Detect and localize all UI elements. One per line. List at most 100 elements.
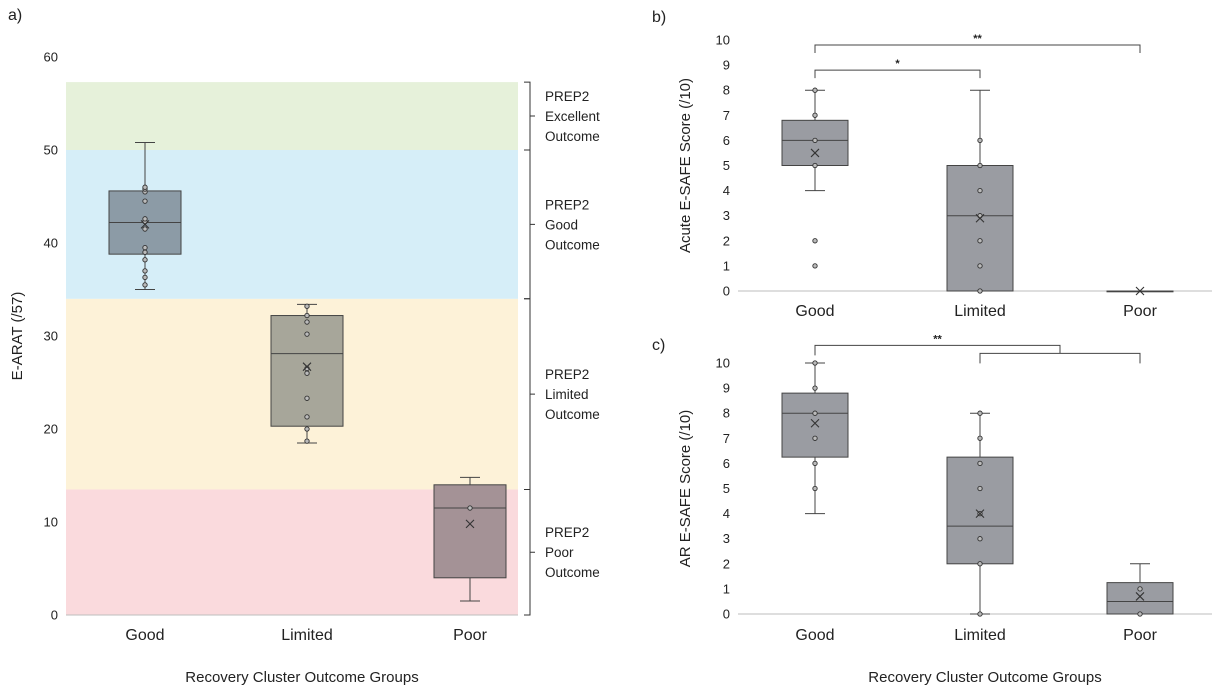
data-point [812,263,818,269]
x-category-label: Good [795,627,834,644]
y-tick-label: 7 [723,108,730,123]
x-axis-title: Recovery Cluster Outcome Groups [185,669,418,686]
y-tick-label: 1 [723,581,730,596]
mean-marker [1135,286,1145,296]
box-poor [1106,563,1174,617]
y-tick-label: 10 [716,33,730,48]
mean-marker [1135,592,1145,601]
box-limited [270,303,344,444]
zone-bracket [524,488,535,616]
y-tick-label: 4 [723,506,730,521]
y-tick-label: 2 [723,233,730,248]
data-point [304,303,310,309]
mean-marker [810,148,820,158]
y-axis-title: AR E-SAFE Score (/10) [677,410,694,568]
data-point [142,282,148,288]
box-limited [946,410,1014,617]
data-point [977,485,983,492]
y-tick-label: 6 [723,133,730,148]
data-point [812,435,818,441]
zone-label: Outcome [545,565,600,580]
y-tick-label: 0 [723,607,730,622]
y-tick-label: 8 [723,406,730,421]
data-point [304,438,310,444]
x-category-label: Poor [453,627,487,644]
y-axis-title: E-ARAT (/57) [9,292,26,381]
data-point [977,536,983,542]
data-point [977,187,983,194]
data-point [142,268,148,274]
x-category-label: Poor [1123,303,1157,320]
y-tick-label: 6 [723,456,730,471]
data-point [304,370,310,376]
data-point [812,460,818,467]
data-point [304,395,310,401]
data-point [977,561,983,567]
significance-bracket [814,344,1061,356]
mean-marker [140,220,150,229]
data-point [1137,586,1143,592]
box-good [108,142,182,290]
mean-marker [465,519,475,529]
data-point [142,216,148,222]
box-good [781,87,849,269]
data-point [304,331,310,337]
data-point [977,238,983,244]
data-point [142,249,148,255]
mean-marker [975,213,985,223]
y-tick-label: 1 [723,258,730,273]
panel-label: a) [8,7,22,24]
zone-label: Outcome [545,129,600,144]
outcome-zone-band [66,82,518,150]
x-category-label: Good [125,627,164,644]
data-point [977,263,983,269]
panel-a-chart: a) PREP2 Poor Outcome PREP2 Limited Outcome PRE… [8,7,600,686]
significance-label: ** [933,333,942,345]
box-limited [946,89,1014,294]
significance-bracket [814,69,981,79]
iqr-box [946,165,1014,292]
zone-label: Limited [545,387,589,402]
x-category-label: Limited [954,303,1006,320]
data-point [304,312,310,319]
data-point [977,288,983,294]
x-axis-title: Recovery Cluster Outcome Groups [868,669,1101,686]
zone-bracket [524,149,535,300]
iqr-box [781,392,849,458]
y-tick-label: 40 [44,236,58,251]
data-point [1137,611,1143,617]
data-point [142,198,148,204]
data-point [812,360,818,366]
data-point [977,162,983,169]
data-point [467,505,473,511]
significance-bracket [814,44,1141,54]
data-point [812,87,818,93]
data-point [977,410,983,416]
zone-label: Good [545,217,578,232]
y-tick-label: 60 [44,50,58,65]
data-point [977,137,983,144]
y-tick-label: 5 [723,481,730,496]
data-point [812,485,818,492]
panel-c-chart: c) 0 1 2 3 4 5 6 7 8 9 10 AR E-SAFE Score (/10) Good L… [652,333,1212,686]
y-tick-label: 0 [723,284,730,299]
x-category-label: Poor [1123,627,1157,644]
zone-label: PREP2 [545,89,589,104]
data-point [304,426,310,432]
data-point [977,611,983,617]
data-point [304,319,310,325]
panel-label: c) [652,337,665,354]
y-tick-label: 9 [723,381,730,396]
significance-label: * [895,58,900,70]
mean-marker [810,418,820,428]
y-tick-label: 0 [51,608,58,623]
zone-label: Outcome [545,407,600,422]
y-tick-label: 4 [723,183,730,198]
data-point [142,274,148,281]
significance-sub-bracket [979,352,1141,364]
panel-label: b) [652,9,666,26]
data-point [812,112,818,118]
zone-label: PREP2 [545,525,589,540]
data-point [142,184,148,190]
